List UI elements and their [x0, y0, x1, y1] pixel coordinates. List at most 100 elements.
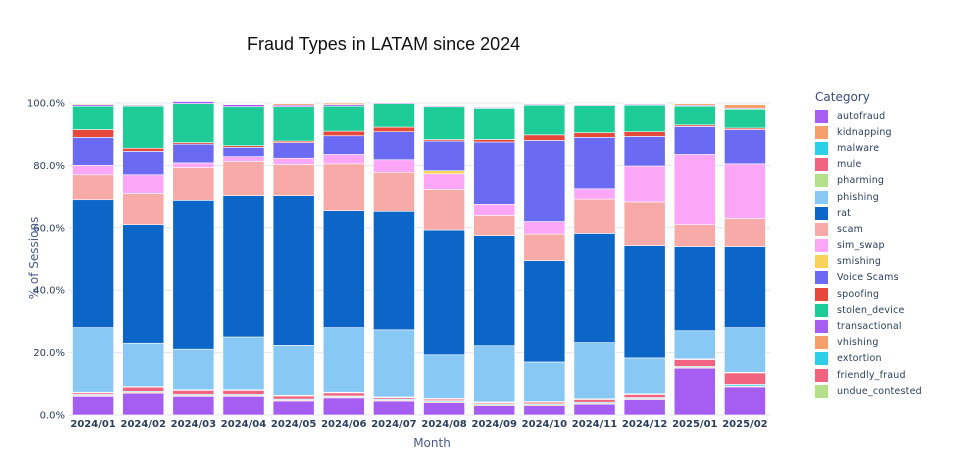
bar-segment-sim-swap[interactable]: [373, 159, 415, 173]
bar-segment-mule[interactable]: [122, 386, 165, 392]
bar-segment-extortion[interactable]: [623, 102, 666, 104]
bar-segment-autofraud[interactable]: [122, 392, 165, 416]
bar-segment-mule[interactable]: [724, 372, 766, 385]
bar-segment-autofraud[interactable]: [272, 400, 315, 416]
bar-segment-phishing[interactable]: [122, 342, 165, 387]
bar-segment-voice-scams[interactable]: [423, 140, 465, 171]
bar-segment-stolen-device[interactable]: [272, 106, 315, 142]
bar-segment-mule[interactable]: [573, 399, 616, 403]
bar-segment-voice-scams[interactable]: [222, 147, 265, 157]
legend-item[interactable]: kidnapping: [815, 124, 922, 140]
bar-segment-mule[interactable]: [673, 359, 716, 367]
bar-segment-sim-swap[interactable]: [423, 173, 465, 190]
legend-item[interactable]: mule: [815, 157, 922, 173]
bar-segment-autofraud[interactable]: [222, 395, 265, 416]
bar-segment-sim-swap[interactable]: [673, 154, 716, 225]
bar-segment-extortion[interactable]: [72, 102, 114, 104]
bar-segment-sim-swap[interactable]: [473, 204, 516, 216]
bar-segment-scam[interactable]: [172, 167, 215, 201]
bar-segment-phishing[interactable]: [423, 354, 465, 399]
bar-segment-sim-swap[interactable]: [623, 165, 666, 203]
bar-segment-extortion[interactable]: [473, 105, 516, 108]
bar-segment-rat[interactable]: [272, 195, 315, 346]
bar-segment-stolen-device[interactable]: [72, 105, 114, 130]
bar-segment-extortion[interactable]: [122, 103, 165, 105]
bar-segment-mule[interactable]: [222, 390, 265, 395]
bar-segment-rat[interactable]: [473, 235, 516, 347]
legend-item[interactable]: pharming: [815, 173, 922, 189]
legend-item[interactable]: scam: [815, 221, 922, 237]
bar-segment-smishing[interactable]: [423, 170, 465, 175]
bar-segment-scam[interactable]: [423, 189, 465, 231]
bar-segment-stolen-device[interactable]: [523, 104, 566, 136]
bar-segment-scam[interactable]: [573, 198, 616, 234]
bar-segment-phishing[interactable]: [573, 342, 616, 400]
bar-segment-voice-scams[interactable]: [673, 126, 716, 155]
bar-segment-stolen-device[interactable]: [322, 105, 365, 132]
bar-segment-stolen-device[interactable]: [423, 106, 465, 140]
legend-item[interactable]: transactional: [815, 318, 922, 334]
bar-segment-sim-swap[interactable]: [523, 221, 566, 235]
bar-segment-rat[interactable]: [72, 199, 114, 328]
bar-segment-stolen-device[interactable]: [172, 103, 215, 143]
bar-segment-rat[interactable]: [423, 229, 465, 356]
bar-segment-phishing[interactable]: [322, 327, 365, 393]
bar-segment-mule[interactable]: [322, 392, 365, 397]
legend-item[interactable]: malware: [815, 140, 922, 156]
bar-segment-extortion[interactable]: [373, 101, 415, 103]
bar-segment-extortion[interactable]: [523, 102, 566, 104]
bar-segment-stolen-device[interactable]: [222, 106, 265, 147]
bar-segment-scam[interactable]: [272, 164, 315, 196]
bar-segment-spoofing[interactable]: [523, 134, 566, 141]
bar-segment-scam[interactable]: [222, 161, 265, 196]
bar-segment-extortion[interactable]: [673, 102, 716, 104]
bar-segment-autofraud[interactable]: [322, 397, 365, 416]
legend-item[interactable]: smishing: [815, 254, 922, 270]
bar-segment-scam[interactable]: [322, 163, 365, 211]
bar-segment-spoofing[interactable]: [322, 130, 365, 137]
bar-segment-scam[interactable]: [122, 193, 165, 225]
bar-segment-sim-swap[interactable]: [573, 188, 616, 200]
bar-segment-extortion[interactable]: [322, 102, 365, 104]
bar-segment-voice-scams[interactable]: [72, 137, 114, 166]
bar-segment-phishing[interactable]: [172, 348, 215, 391]
bar-segment-scam[interactable]: [724, 218, 766, 247]
bar-segment-spoofing[interactable]: [72, 129, 114, 138]
bar-segment-mule[interactable]: [172, 390, 215, 395]
bar-segment-voice-scams[interactable]: [272, 142, 315, 159]
bar-segment-mule[interactable]: [272, 395, 315, 400]
bar-segment-transactional[interactable]: [222, 104, 265, 108]
legend-item[interactable]: extortion: [815, 351, 922, 367]
bar-segment-rat[interactable]: [673, 246, 716, 332]
bar-segment-spoofing[interactable]: [573, 132, 616, 138]
bar-segment-extortion[interactable]: [724, 103, 766, 105]
bar-segment-voice-scams[interactable]: [322, 135, 365, 155]
bar-segment-autofraud[interactable]: [172, 395, 215, 416]
bar-segment-sim-swap[interactable]: [122, 174, 165, 194]
bar-segment-spoofing[interactable]: [623, 131, 666, 137]
legend-item[interactable]: phishing: [815, 189, 922, 205]
legend-item[interactable]: friendly_fraud: [815, 367, 922, 383]
bar-segment-extortion[interactable]: [172, 99, 215, 102]
bar-segment-autofraud[interactable]: [673, 367, 716, 416]
bar-segment-spoofing[interactable]: [373, 126, 415, 132]
bar-segment-voice-scams[interactable]: [473, 141, 516, 205]
bar-segment-stolen-device[interactable]: [122, 105, 165, 149]
bar-segment-stolen-device[interactable]: [724, 108, 766, 129]
bar-segment-vhishing[interactable]: [724, 104, 766, 109]
bar-segment-phishing[interactable]: [673, 330, 716, 360]
bar-segment-scam[interactable]: [72, 174, 114, 201]
bar-segment-autofraud[interactable]: [423, 402, 465, 416]
bar-segment-phishing[interactable]: [623, 357, 666, 395]
bar-segment-autofraud[interactable]: [623, 399, 666, 416]
bar-segment-autofraud[interactable]: [523, 405, 566, 416]
bar-segment-extortion[interactable]: [222, 103, 265, 105]
bar-segment-voice-scams[interactable]: [172, 143, 215, 164]
bar-segment-scam[interactable]: [523, 233, 566, 261]
bar-segment-rat[interactable]: [172, 200, 215, 350]
bar-segment-scam[interactable]: [473, 215, 516, 236]
bar-segment-rat[interactable]: [573, 233, 616, 343]
bar-segment-stolen-device[interactable]: [473, 108, 516, 140]
bar-segment-voice-scams[interactable]: [122, 151, 165, 176]
bar-segment-rat[interactable]: [724, 246, 766, 328]
